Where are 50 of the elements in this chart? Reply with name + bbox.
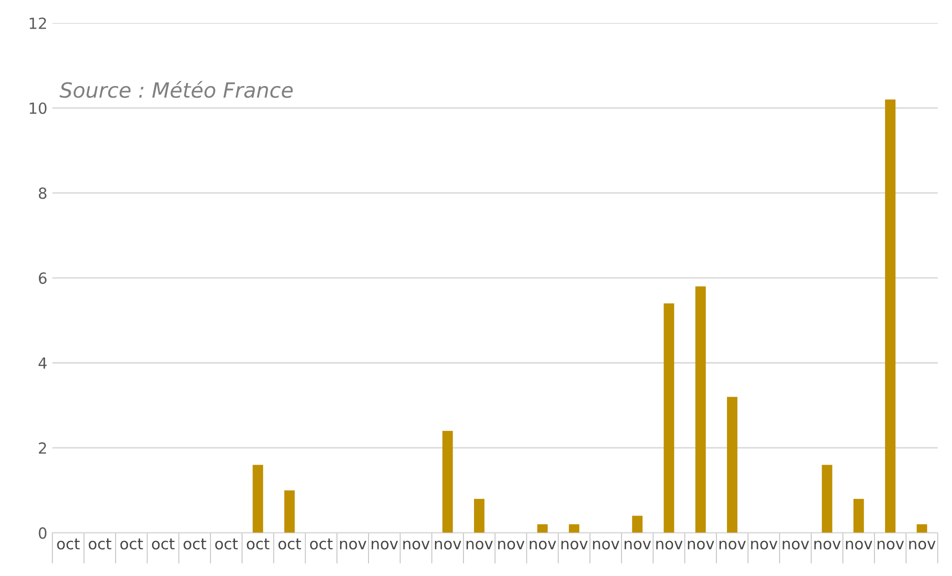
bar [474, 498, 484, 533]
x-tick-label: oct [120, 538, 143, 550]
bar [726, 396, 738, 533]
x-tick-label: nov [846, 540, 872, 550]
x-tick-label: nov [498, 540, 524, 550]
x-tick-label: nov [530, 540, 556, 550]
x-tick-label: oct [57, 538, 80, 550]
x-tick-label: nov [624, 540, 651, 550]
x-tick-label: nov [561, 540, 588, 550]
x-tick-label: nov [466, 540, 493, 550]
x-tick-label: nov [878, 540, 904, 550]
x-tick-label: nov [340, 540, 366, 550]
x-tick-label: oct [310, 538, 333, 550]
x-tick-label: nov [751, 540, 778, 550]
bar [252, 464, 264, 533]
y-tick-label: 12 [30, 18, 46, 29]
y-tick-label: 0 [38, 527, 46, 539]
bar [695, 286, 706, 533]
bar [568, 524, 580, 533]
y-tick-label: 4 [38, 358, 47, 369]
bar [537, 524, 548, 533]
y-tick-label: 6 [38, 272, 47, 284]
x-tick-label: nov [782, 540, 810, 550]
x-tick-label: oct [184, 538, 206, 550]
x-tick-label: oct [152, 538, 175, 550]
y-tick-label: 10 [30, 102, 46, 114]
x-tick-label: nov [909, 540, 936, 550]
bar [664, 303, 674, 533]
annotation: Source : Météo France [60, 80, 293, 98]
x-tick-label: oct [88, 538, 112, 550]
x-tick-label: nov [372, 540, 398, 550]
x-tick-label: nov [593, 540, 620, 550]
x-tick-label: nov [720, 540, 746, 550]
x-tick-label: nov [656, 540, 683, 550]
bar [632, 516, 643, 533]
bar [853, 498, 864, 533]
y-tick-label: 8 [38, 187, 46, 199]
x-tick-label: oct [215, 538, 238, 550]
y-tick-label: 2 [38, 442, 46, 454]
bar [442, 430, 453, 533]
x-tick-label: oct [246, 538, 270, 550]
x-tick-label: oct [278, 538, 302, 550]
bar [885, 100, 896, 533]
bar [822, 464, 832, 533]
bar [284, 490, 295, 533]
x-tick-label: nov [814, 540, 841, 550]
bar [916, 524, 928, 533]
x-tick-label: nov [434, 540, 462, 550]
x-tick-label: nov [688, 540, 714, 550]
x-tick-label: nov [403, 540, 430, 550]
